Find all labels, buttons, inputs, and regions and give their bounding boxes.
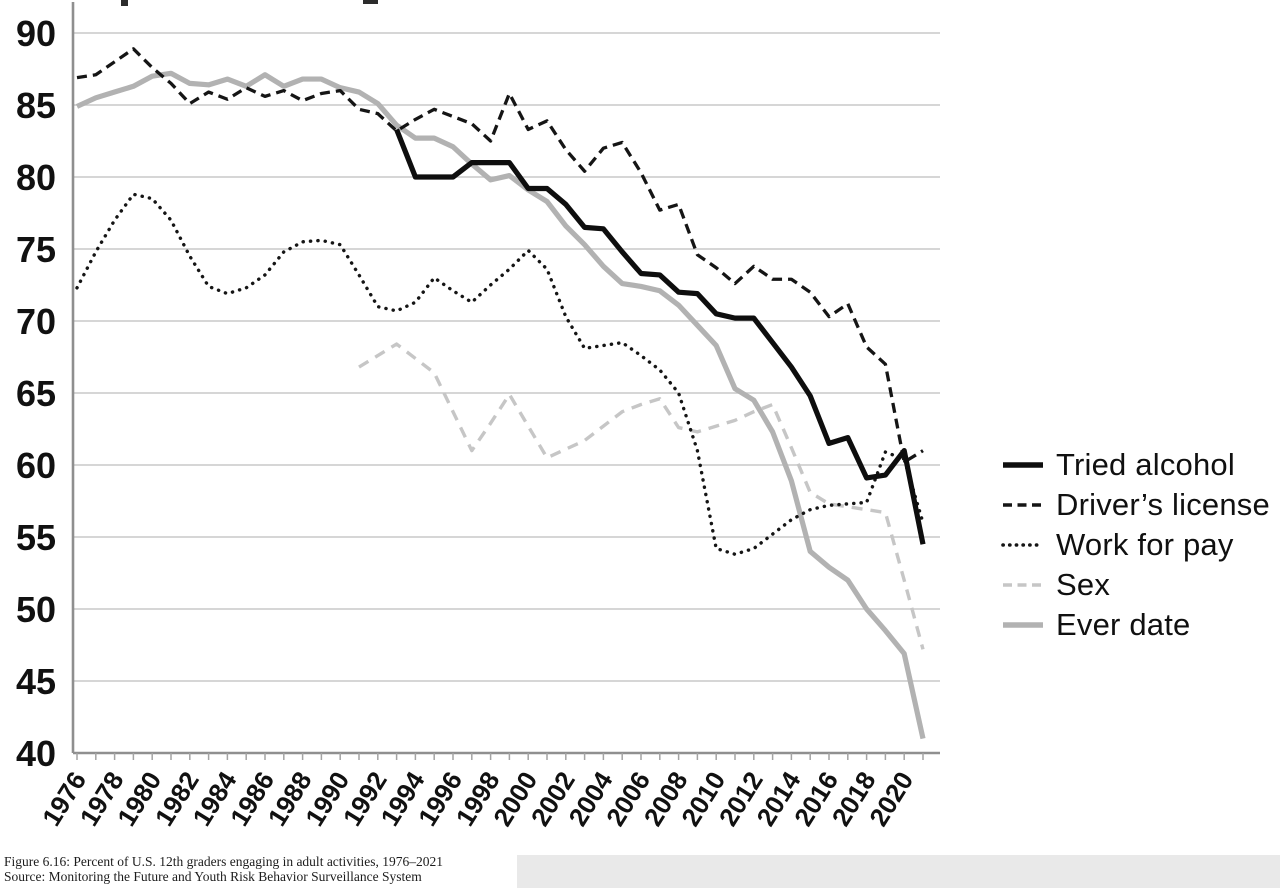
legend-label: Driver’s license — [1056, 487, 1270, 522]
caption-title: Figure 6.16: Percent of U.S. 12th grader… — [4, 854, 444, 869]
svg-text:45: 45 — [16, 661, 56, 702]
chart-legend: Tried alcohol Driver’s license Work for … — [1001, 445, 1270, 645]
legend-line-sample-sex — [1003, 583, 1043, 587]
caption-source: Source: Monitoring the Future and Youth … — [4, 869, 422, 884]
svg-text:80: 80 — [16, 157, 56, 198]
svg-text:75: 75 — [16, 229, 56, 270]
legend-label: Sex — [1056, 567, 1111, 602]
svg-text:40: 40 — [16, 733, 56, 774]
legend-line-sample-ever-date — [1003, 622, 1043, 628]
svg-text:55: 55 — [16, 517, 56, 558]
svg-text:85: 85 — [16, 85, 56, 126]
legend-item-work-for-pay: Work for pay — [1001, 525, 1270, 565]
figure-caption: Figure 6.16: Percent of U.S. 12th grader… — [4, 854, 443, 884]
page-edge-strip — [517, 855, 1280, 888]
legend-label: Work for pay — [1056, 527, 1234, 562]
cropped-title-fragment — [121, 0, 128, 6]
legend-item-drivers-license: Driver’s license — [1001, 485, 1270, 525]
legend-line-sample-drivers-license — [1003, 503, 1043, 507]
legend-item-ever-date: Ever date — [1001, 605, 1270, 645]
legend-item-tried-alcohol: Tried alcohol — [1001, 445, 1270, 485]
svg-text:50: 50 — [16, 589, 56, 630]
cropped-title-fragment — [363, 0, 378, 4]
legend-item-sex: Sex — [1001, 565, 1270, 605]
legend-line-sample-tried-alcohol — [1003, 462, 1043, 468]
legend-line-sample-work-for-pay — [1001, 543, 1045, 547]
svg-text:90: 90 — [16, 13, 56, 54]
legend-label: Ever date — [1056, 607, 1191, 642]
svg-text:60: 60 — [16, 445, 56, 486]
svg-text:65: 65 — [16, 373, 56, 414]
svg-text:70: 70 — [16, 301, 56, 342]
legend-label: Tried alcohol — [1056, 447, 1235, 482]
